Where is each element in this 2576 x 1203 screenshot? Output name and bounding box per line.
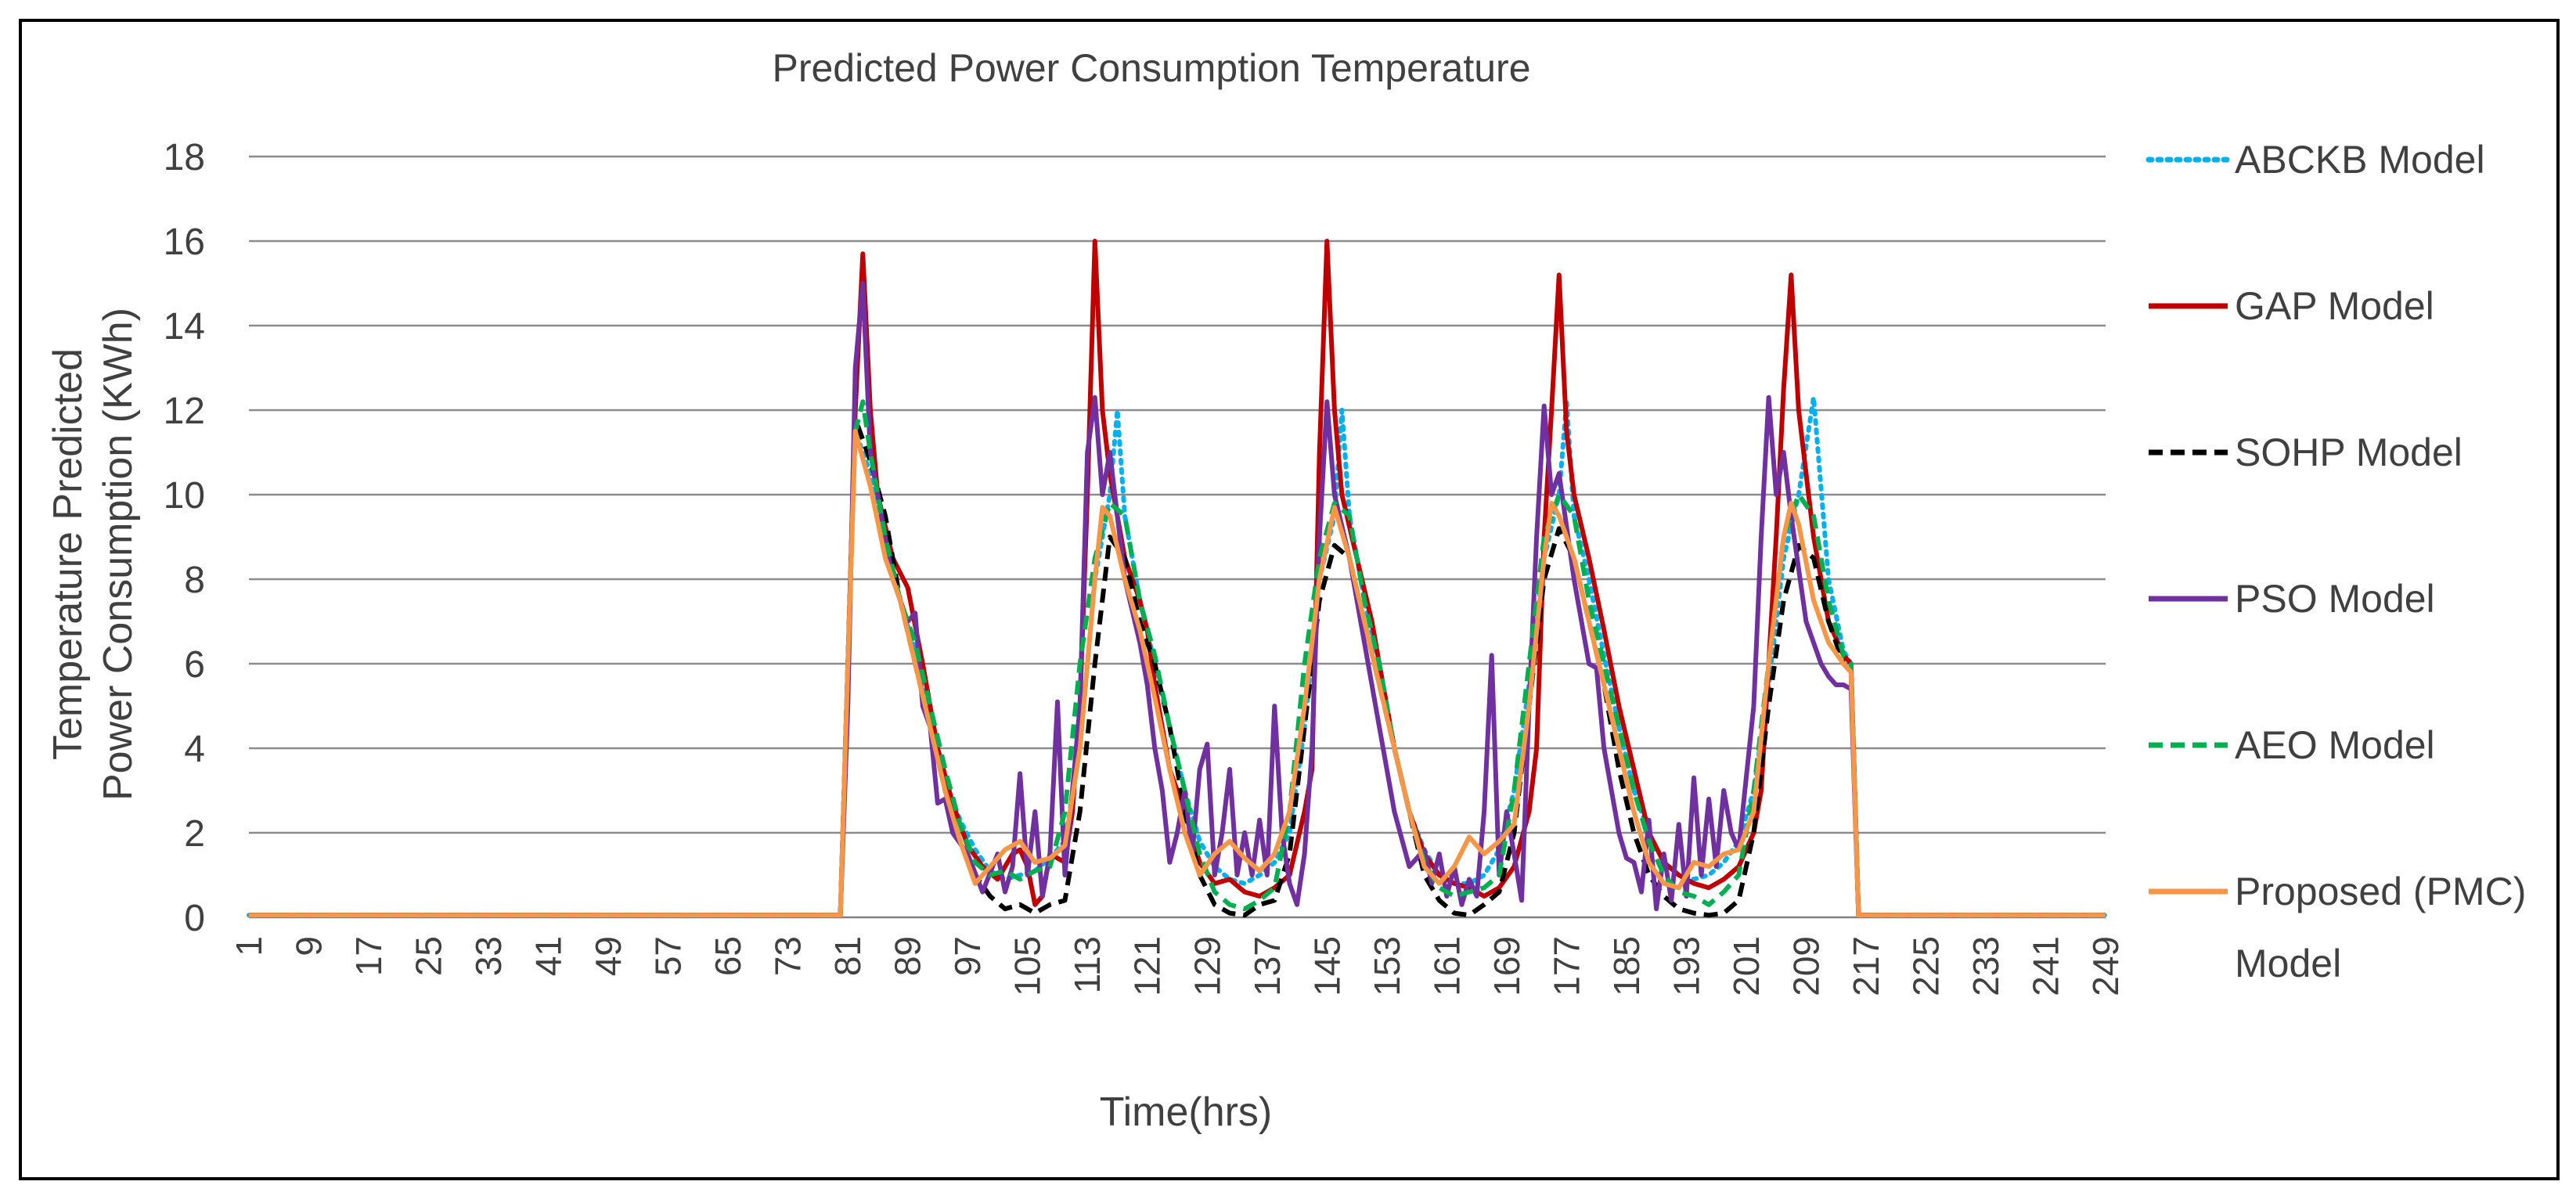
- x-tick-label: 161: [1426, 936, 1467, 996]
- x-tick-label: 89: [888, 936, 928, 976]
- chart-border: [19, 19, 2560, 1180]
- x-tick-label: 129: [1187, 936, 1227, 996]
- y-axis-title: Temperature Predicted Power Consumption …: [45, 308, 141, 801]
- x-tick-label: 185: [1606, 936, 1647, 996]
- y-tick-label: 0: [184, 898, 205, 939]
- series-line-pso-model: [249, 281, 2106, 918]
- y-tick-label: 16: [164, 222, 205, 263]
- x-tick-label: 137: [1247, 936, 1288, 996]
- x-tick-label: 193: [1666, 936, 1706, 996]
- x-tick-label: 225: [1905, 936, 1946, 996]
- x-tick-label: 177: [1546, 936, 1587, 996]
- series-line-sohp-model: [249, 416, 2106, 918]
- x-tick-label: 233: [1965, 936, 2006, 996]
- legend: ABCKB Model GAP Model SOHP Model PSO Model A…: [2145, 138, 2526, 985]
- x-axis-title: Time(hrs): [1100, 1090, 1273, 1135]
- x-tick-label: 145: [1306, 936, 1347, 996]
- x-tick-label: 105: [1007, 936, 1048, 996]
- y-axis-title-line-1: Temperature Predicted: [45, 348, 91, 760]
- y-tick-label: 6: [184, 644, 205, 686]
- x-tick-label: 121: [1127, 936, 1168, 996]
- series-line-aeo-model: [249, 399, 2106, 918]
- y-tick-label: 8: [184, 560, 205, 601]
- x-tick-label: 17: [348, 936, 389, 976]
- x-tick-label: 41: [528, 936, 569, 976]
- x-tick-label: 201: [1726, 936, 1767, 996]
- legend-label: ABCKB Model: [2235, 138, 2485, 182]
- x-tick-label: 97: [947, 936, 988, 976]
- x-tick-label: 249: [2085, 936, 2126, 996]
- x-tick-label: 153: [1367, 936, 1407, 996]
- y-tick-label: 10: [164, 475, 205, 517]
- legend-label: GAP Model: [2235, 284, 2434, 328]
- x-tick-label: 65: [708, 936, 748, 976]
- x-tick-label: 217: [1846, 936, 1886, 996]
- y-tick-label: 12: [164, 391, 205, 432]
- x-tick-label: 113: [1067, 936, 1108, 993]
- legend-label: SOHP Model: [2235, 430, 2463, 474]
- x-tick-label: 81: [827, 936, 868, 976]
- x-tick-label: 57: [648, 936, 689, 976]
- series-line-proposed-pmc-model: [249, 429, 2106, 918]
- y-tick-label: 2: [184, 813, 205, 855]
- legend-label: PSO Model: [2235, 577, 2435, 621]
- x-axis-tick-labels: 1 9 17 25 33 41 49 57 65 73 81 89 97 105 113 121 129 137 1…: [229, 936, 2126, 996]
- y-tick-label: 18: [164, 137, 205, 178]
- y-tick-label: 4: [184, 729, 205, 770]
- x-tick-label: 9: [289, 936, 330, 956]
- legend-label: Proposed (PMC) Model: [2235, 870, 2526, 985]
- legend-label: AEO Model: [2235, 723, 2435, 767]
- y-axis-title-line-2: Power Consumption (KWh): [95, 308, 141, 801]
- series-lines: [247, 239, 2108, 918]
- y-tick-label: 14: [164, 306, 205, 348]
- series-line-abckb-model: [247, 394, 2108, 918]
- x-tick-label: 241: [2025, 936, 2066, 996]
- x-tick-label: 73: [768, 936, 809, 976]
- x-tick-label: 169: [1486, 936, 1527, 996]
- y-axis-tick-labels: 0 2 4 6 8 10 12 14 16 18: [164, 137, 205, 939]
- chart-title: Predicted Power Consumption Temperature: [772, 46, 1530, 90]
- x-tick-label: 33: [468, 936, 509, 976]
- x-tick-label: 25: [409, 936, 449, 976]
- x-tick-label: 49: [588, 936, 629, 976]
- x-tick-label: 1: [229, 936, 269, 956]
- x-tick-label: 209: [1785, 936, 1826, 996]
